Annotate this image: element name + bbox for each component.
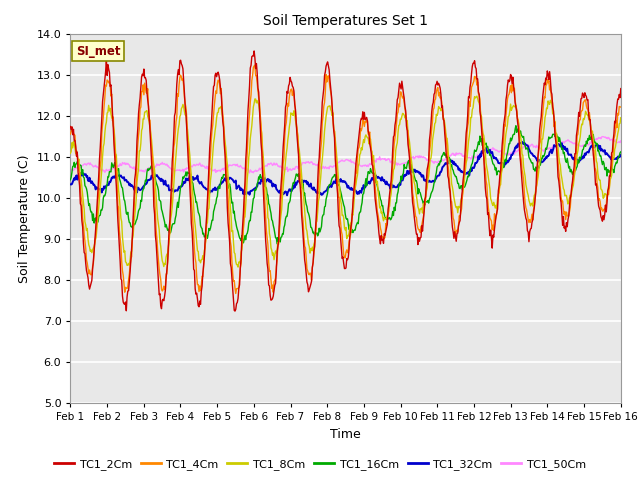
Legend: TC1_2Cm, TC1_4Cm, TC1_8Cm, TC1_16Cm, TC1_32Cm, TC1_50Cm: TC1_2Cm, TC1_4Cm, TC1_8Cm, TC1_16Cm, TC1… — [49, 455, 591, 474]
Title: Soil Temperatures Set 1: Soil Temperatures Set 1 — [263, 14, 428, 28]
Y-axis label: Soil Temperature (C): Soil Temperature (C) — [18, 154, 31, 283]
Text: SI_met: SI_met — [76, 45, 120, 58]
X-axis label: Time: Time — [330, 428, 361, 441]
